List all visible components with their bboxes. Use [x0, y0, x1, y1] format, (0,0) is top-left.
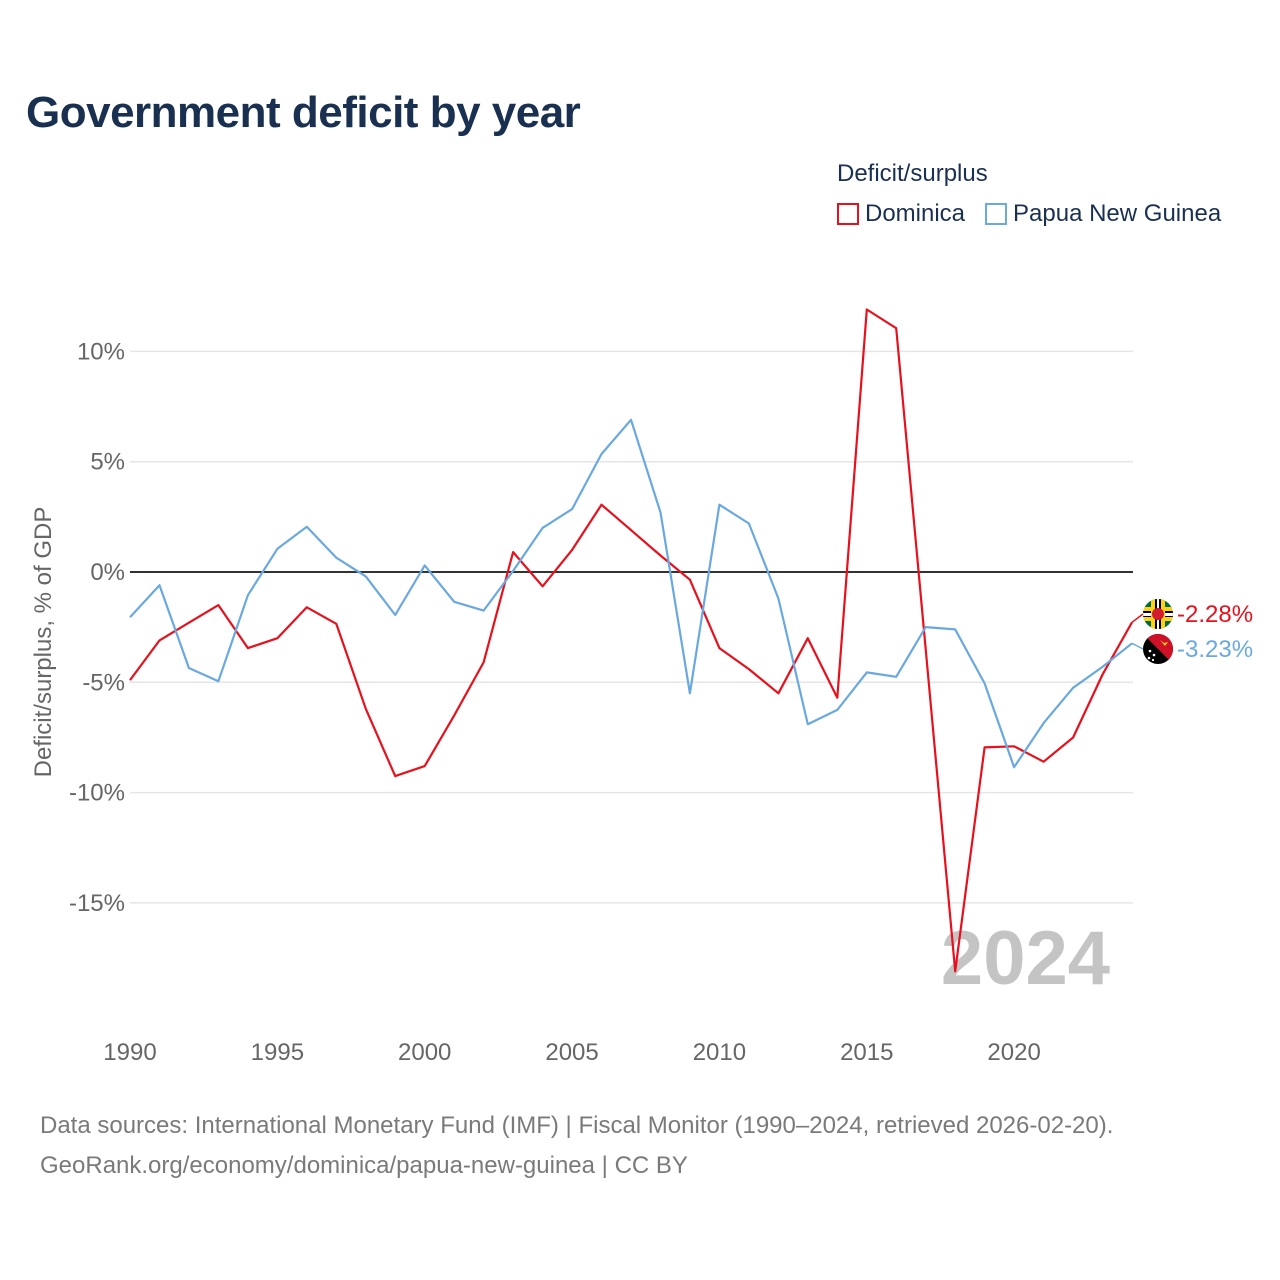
legend-item-dominica[interactable]: Dominica [837, 200, 965, 228]
x-tick-label: 2010 [693, 1039, 746, 1066]
legend-item-papua-new-guinea[interactable]: Papua New Guinea [985, 200, 1221, 228]
end-label-value: -3.23% [1177, 636, 1253, 663]
data-sources-text: Data sources: International Monetary Fun… [40, 1112, 1114, 1139]
x-tick-label: 2015 [840, 1039, 893, 1066]
footer: Data sources: International Monetary Fun… [40, 1106, 1113, 1186]
series-line-papua-new-guinea [129, 418, 1133, 769]
x-tick-label: 2020 [987, 1039, 1040, 1066]
x-tick-label: 1990 [103, 1039, 156, 1066]
end-labels: -2.28% -3.23% [1131, 601, 1253, 663]
legend-label-papua-new-guinea: Papua New Guinea [1013, 200, 1222, 227]
page-title: Government deficit by year [26, 88, 581, 137]
x-axis-ticks: 1990 1995 2000 2005 2010 2015 2020 [103, 1039, 1041, 1066]
x-tick-label: 2000 [398, 1039, 451, 1066]
series-lines [129, 308, 1133, 973]
legend-label-dominica: Dominica [865, 200, 966, 227]
end-label-value: -2.28% [1177, 601, 1253, 628]
y-tick-label: 0% [90, 559, 125, 586]
series-line-dominica [129, 308, 1133, 973]
source-url-text[interactable]: GeoRank.org/economy/dominica/papua-new-g… [40, 1152, 688, 1179]
y-axis-ticks: 10% 5% 0% -5% -10% -15% [69, 338, 125, 917]
legend: Deficit/surplus Dominica Papua New Guine… [837, 160, 1221, 228]
papua-new-guinea-flag-icon [1143, 634, 1173, 664]
y-tick-label: -10% [69, 780, 125, 807]
x-tick-label: 1995 [251, 1039, 304, 1066]
x-tick-label: 2005 [545, 1039, 598, 1066]
y-tick-label: -15% [69, 890, 125, 917]
year-watermark: 2024 [941, 916, 1110, 1001]
dominica-flag-icon [1143, 599, 1173, 629]
legend-swatch-dominica [837, 203, 859, 225]
end-label-connector [1131, 613, 1144, 623]
y-axis-label: Deficit/surplus, % of GDP [30, 507, 57, 778]
y-tick-label: 10% [77, 338, 125, 365]
legend-title: Deficit/surplus [837, 160, 988, 187]
grid-lines [130, 350, 1133, 904]
y-tick-label: -5% [82, 669, 125, 696]
y-tick-label: 5% [90, 449, 125, 476]
end-label-connector [1131, 642, 1144, 650]
legend-swatch-papua-new-guinea [985, 203, 1008, 225]
line-chart: 10% 5% 0% -5% -10% -15% 1990 1995 2000 2005 2010 2… [30, 308, 1253, 1066]
